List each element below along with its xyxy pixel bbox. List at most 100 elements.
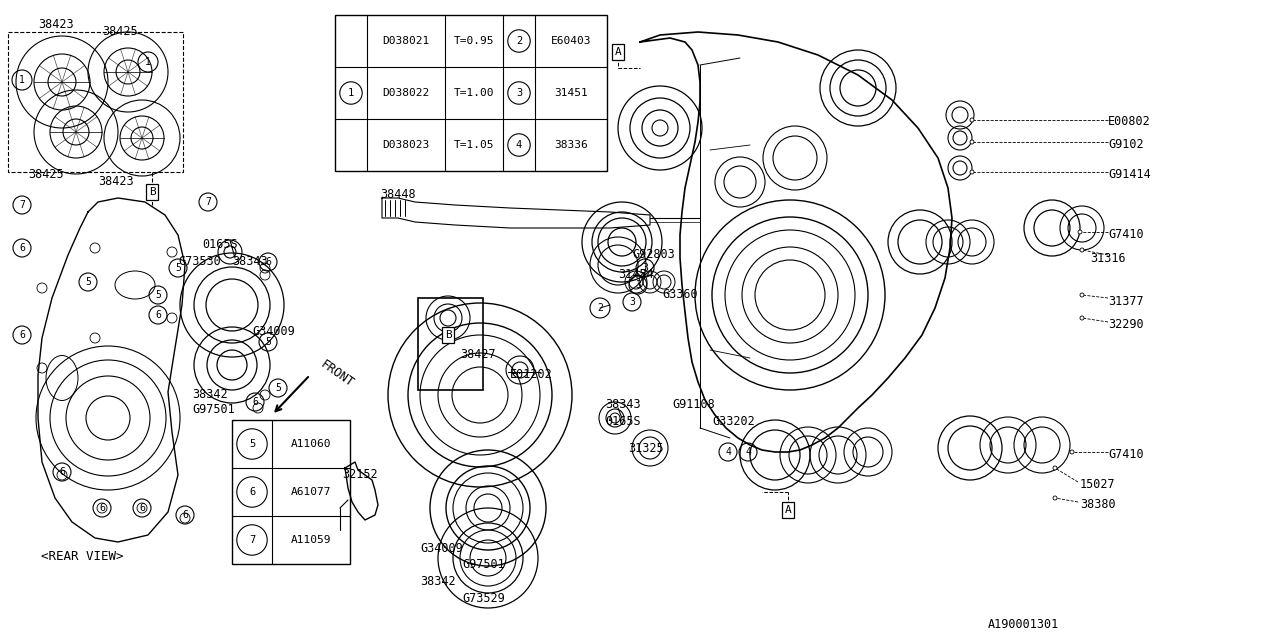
Text: 31325: 31325 [628, 442, 663, 455]
Text: E01202: E01202 [509, 368, 553, 381]
Text: 4: 4 [724, 447, 731, 457]
Text: G97501: G97501 [462, 558, 504, 571]
Text: B: B [444, 330, 452, 340]
Text: 31377: 31377 [1108, 295, 1143, 308]
Text: T=1.00: T=1.00 [453, 88, 494, 98]
Text: D038021: D038021 [383, 36, 430, 46]
Text: D038023: D038023 [383, 140, 430, 150]
Text: A61077: A61077 [291, 487, 332, 497]
Text: A: A [785, 505, 791, 515]
Text: 38425: 38425 [102, 25, 138, 38]
Text: 38423: 38423 [38, 18, 74, 31]
Text: 6: 6 [182, 510, 188, 520]
Bar [335, 15, 607, 171]
Circle shape [1070, 450, 1074, 454]
Text: 6: 6 [19, 243, 24, 253]
Text: 6: 6 [140, 503, 145, 513]
Text: A190001301: A190001301 [988, 618, 1060, 631]
Text: 2: 2 [596, 303, 603, 313]
Text: <REAR VIEW>: <REAR VIEW> [41, 550, 123, 563]
Text: G91414: G91414 [1108, 168, 1151, 181]
Text: G97501: G97501 [192, 403, 234, 416]
Text: 1: 1 [19, 75, 24, 85]
Text: 6: 6 [155, 310, 161, 320]
Text: G34009: G34009 [252, 325, 294, 338]
Text: 1: 1 [145, 57, 151, 67]
Text: 6: 6 [248, 487, 255, 497]
Text: 5: 5 [155, 290, 161, 300]
Text: A: A [614, 47, 621, 57]
Text: 6: 6 [99, 503, 105, 513]
Text: G7410: G7410 [1108, 228, 1143, 241]
Text: 4: 4 [745, 447, 751, 457]
Text: E60403: E60403 [550, 36, 591, 46]
Text: 6: 6 [59, 467, 65, 477]
Circle shape [970, 170, 974, 174]
Circle shape [1080, 248, 1084, 252]
Bar [8, 32, 183, 172]
Text: G33202: G33202 [712, 415, 755, 428]
Text: 3: 3 [635, 280, 641, 290]
Text: 38343: 38343 [605, 398, 640, 411]
Text: G9102: G9102 [1108, 138, 1143, 151]
Text: G91108: G91108 [672, 398, 714, 411]
Text: 38342: 38342 [420, 575, 456, 588]
Text: 38342: 38342 [192, 388, 228, 401]
Text: 38423: 38423 [99, 175, 133, 188]
Text: 32152: 32152 [342, 468, 378, 481]
Text: 5: 5 [248, 439, 255, 449]
Text: 4: 4 [516, 140, 522, 150]
Text: 3: 3 [643, 263, 648, 273]
Text: 6: 6 [265, 257, 271, 267]
Text: FRONT: FRONT [317, 358, 356, 390]
Text: 38425: 38425 [28, 168, 64, 181]
Bar [419, 298, 483, 390]
Text: 5: 5 [275, 383, 280, 393]
Text: 38336: 38336 [554, 140, 588, 150]
Text: A11060: A11060 [291, 439, 332, 449]
Text: T=1.05: T=1.05 [453, 140, 494, 150]
Text: T=0.95: T=0.95 [453, 36, 494, 46]
Text: B: B [148, 187, 155, 197]
Text: 2: 2 [516, 36, 522, 46]
Text: 38380: 38380 [1080, 498, 1116, 511]
Text: G7410: G7410 [1108, 448, 1143, 461]
Text: 0165S: 0165S [605, 415, 640, 428]
Text: 38448: 38448 [380, 188, 416, 201]
Circle shape [1053, 466, 1057, 470]
Text: G34009: G34009 [420, 542, 463, 555]
Circle shape [970, 140, 974, 144]
Text: G73529: G73529 [462, 592, 504, 605]
Text: E00802: E00802 [1108, 115, 1151, 128]
Text: 5: 5 [175, 263, 180, 273]
Bar [232, 420, 349, 564]
Circle shape [1078, 230, 1082, 234]
Text: 38427: 38427 [460, 348, 495, 361]
Text: 6: 6 [252, 397, 259, 407]
Text: 38343: 38343 [232, 255, 268, 268]
Text: D038022: D038022 [383, 88, 430, 98]
Text: 7: 7 [248, 535, 255, 545]
Text: 3: 3 [628, 297, 635, 307]
Text: 6: 6 [19, 330, 24, 340]
Text: 31451: 31451 [554, 88, 588, 98]
Text: A11059: A11059 [291, 535, 332, 545]
Text: 5: 5 [265, 337, 271, 347]
Circle shape [970, 118, 974, 122]
Circle shape [1080, 316, 1084, 320]
Text: 7: 7 [19, 200, 24, 210]
Text: G92803: G92803 [632, 248, 675, 261]
Text: 32290: 32290 [1108, 318, 1143, 331]
Text: 0165S: 0165S [202, 238, 238, 251]
Text: 15027: 15027 [1080, 478, 1116, 491]
Text: 31316: 31316 [1091, 252, 1125, 265]
Text: G73530: G73530 [178, 255, 220, 268]
Circle shape [1080, 293, 1084, 297]
Text: 31454: 31454 [618, 268, 654, 281]
Circle shape [1053, 496, 1057, 500]
Text: 5: 5 [84, 277, 91, 287]
Text: 3: 3 [516, 88, 522, 98]
Text: 1: 1 [348, 88, 355, 98]
Text: G3360: G3360 [662, 288, 698, 301]
Text: 7: 7 [205, 197, 211, 207]
